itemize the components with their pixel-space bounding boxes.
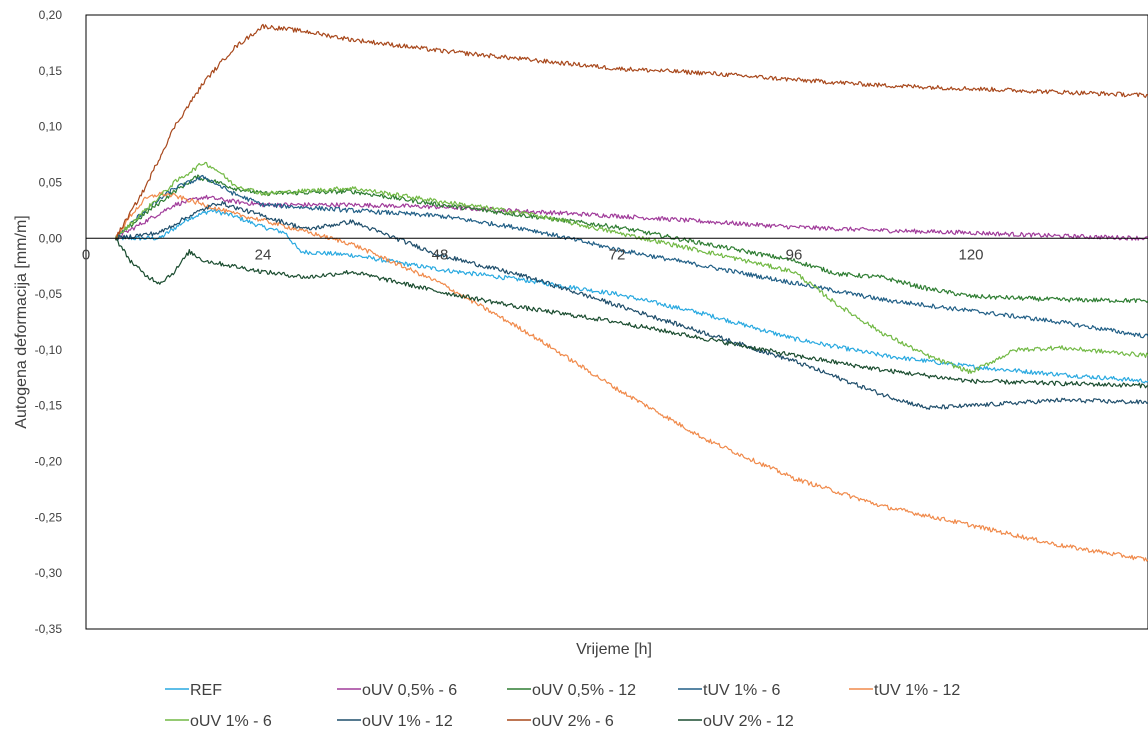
series-line (114, 201, 1148, 410)
y-tick-label: 0,20 (39, 8, 63, 22)
legend-item: oUV 0,5% - 6 (337, 682, 457, 699)
series-line (114, 191, 1148, 562)
x-tick-label: 24 (255, 246, 272, 263)
legend-item: oUV 2% - 12 (678, 713, 794, 730)
legend-item: oUV 1% - 12 (337, 713, 453, 730)
series-line (115, 194, 1148, 241)
legend-label: REF (190, 682, 222, 699)
legend-item: REF (165, 682, 222, 699)
legend-label: oUV 0,5% - 12 (532, 682, 636, 699)
legend-label: oUV 1% - 6 (190, 713, 272, 730)
legend: REF oUV 0,5% - 6 oUV 0,5% - 12 tUV 1% - 6 tU… (165, 682, 960, 730)
legend-label: tUV 1% - 6 (703, 682, 780, 699)
series-line (115, 174, 1148, 339)
y-tick-label: -0,30 (35, 566, 63, 580)
y-tick-label: -0,25 (35, 510, 63, 524)
legend-item: tUV 1% - 12 (849, 682, 960, 699)
y-tick-label: 0,15 (39, 64, 63, 78)
series-line (115, 23, 1148, 240)
legend-label: oUV 2% - 12 (703, 713, 794, 730)
y-axis-title: Autogena deformacija [mm/m] (13, 215, 30, 428)
y-tick-label: 0,05 (39, 175, 63, 189)
legend-item: oUV 1% - 6 (165, 713, 272, 730)
y-tick-label: -0,35 (35, 622, 63, 636)
legend-label: oUV 1% - 12 (362, 713, 453, 730)
legend-item: oUV 2% - 6 (507, 713, 614, 730)
y-tick-label: 0,00 (39, 231, 63, 245)
legend-label: oUV 2% - 6 (532, 713, 614, 730)
y-tick-label: -0,05 (35, 287, 63, 301)
legend-item: oUV 0,5% - 12 (507, 682, 636, 699)
x-tick-label: 120 (958, 246, 983, 263)
y-tick-label: -0,20 (35, 455, 63, 469)
x-tick-label: 72 (609, 246, 626, 263)
series-line (114, 174, 1148, 303)
series-line (115, 238, 1148, 389)
x-axis-title: Vrijeme [h] (576, 641, 652, 658)
series-layer (114, 23, 1148, 562)
x-tick-label: 96 (786, 246, 803, 263)
series-line (115, 161, 1148, 374)
x-tick-label: 0 (82, 246, 90, 263)
y-tick-label: -0,10 (35, 343, 63, 357)
y-axis-ticks: 0,20 0,15 0,10 0,05 0,00 -0,05 -0,10 -0,15 -0,20… (35, 8, 63, 636)
x-axis-ticks: 0 24 48 72 96 120 (82, 246, 984, 263)
y-tick-label: 0,10 (39, 120, 63, 134)
legend-label: oUV 0,5% - 6 (362, 682, 457, 699)
legend-item: tUV 1% - 6 (678, 682, 780, 699)
x-tick-label: 48 (432, 246, 449, 263)
legend-label: tUV 1% - 12 (874, 682, 960, 699)
y-tick-label: -0,15 (35, 399, 63, 413)
